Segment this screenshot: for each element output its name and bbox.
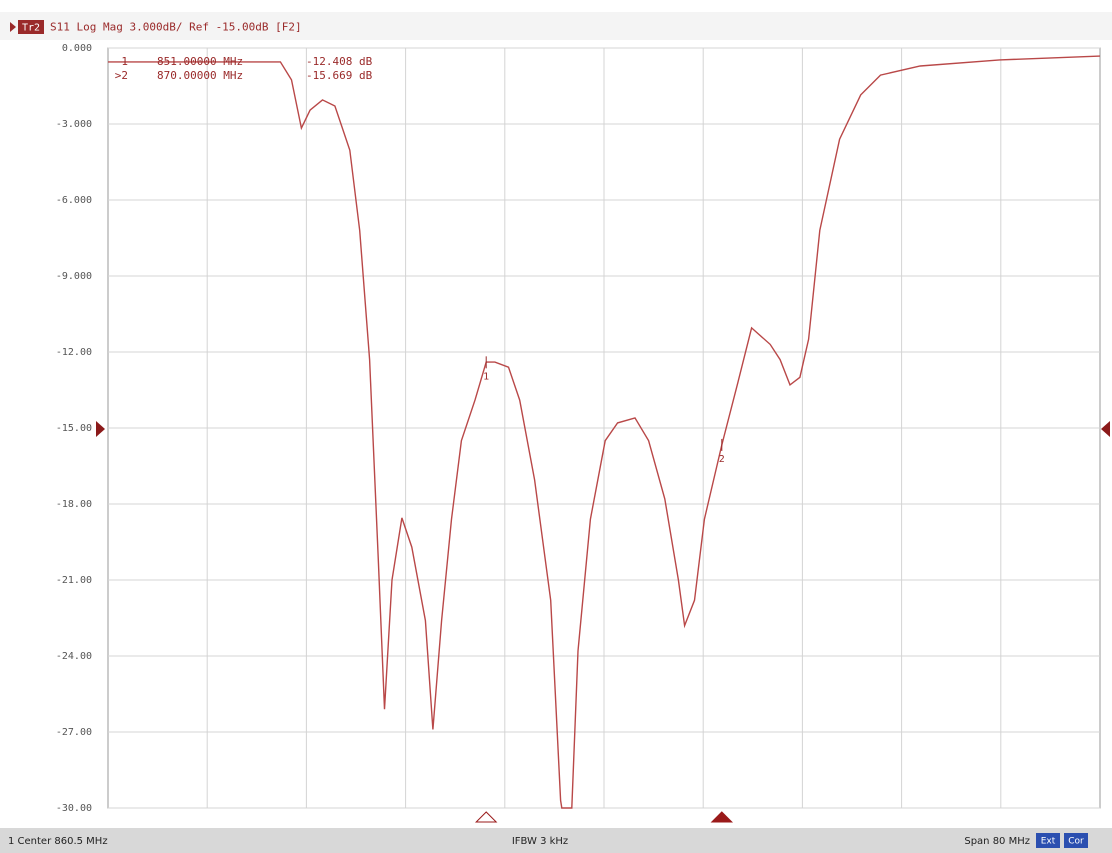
status-ifbw: IFBW 3 kHz xyxy=(512,836,568,847)
y-tick-label: -30.00 xyxy=(56,803,92,814)
y-tick-label: -27.00 xyxy=(56,727,92,738)
status-badge: Cor xyxy=(1068,837,1084,847)
status-badge-bg xyxy=(1036,833,1060,848)
active-trace-arrow xyxy=(10,22,16,32)
y-tick-label: -6.000 xyxy=(56,195,92,206)
marker-row-frequency: 870.00000 MHz xyxy=(157,69,243,82)
y-tick-label: -3.000 xyxy=(56,119,92,130)
status-span: Span 80 MHz xyxy=(964,836,1030,847)
trace-title: S11 Log Mag 3.000dB/ Ref -15.00dB [F2] xyxy=(50,21,302,34)
ref-arrow-right xyxy=(1101,421,1110,437)
y-tick-label: 0.000 xyxy=(62,43,92,54)
trace-badge-bg xyxy=(18,20,44,34)
y-tick-label: -12.00 xyxy=(56,347,92,358)
marker-row-value: -15.669 dB xyxy=(306,69,373,82)
marker-label: 1 xyxy=(483,371,489,382)
y-tick-label: -18.00 xyxy=(56,499,92,510)
status-bar xyxy=(0,828,1112,853)
marker-row-label: 1 xyxy=(121,55,128,68)
marker-triangle xyxy=(474,811,498,823)
marker-row-label: >2 xyxy=(115,69,128,82)
status-badge-bg xyxy=(1064,833,1088,848)
marker-row-value: -12.408 dB xyxy=(306,55,373,68)
status-center: 1 Center 860.5 MHz xyxy=(8,836,108,847)
y-tick-label: -24.00 xyxy=(56,651,92,662)
status-badge: Ext xyxy=(1041,837,1056,847)
ref-arrow-left xyxy=(96,421,105,437)
y-tick-label: -15.00 xyxy=(56,423,92,434)
y-tick-label: -9.000 xyxy=(56,271,92,282)
trace xyxy=(108,55,1101,809)
marker-row-frequency: 851.00000 MHz xyxy=(157,55,243,68)
header-bar xyxy=(0,12,1112,40)
marker-triangle xyxy=(710,811,734,823)
marker-label: 2 xyxy=(719,454,725,465)
y-tick-label: -21.00 xyxy=(56,575,92,586)
trace-badge: Tr2 xyxy=(22,23,40,34)
